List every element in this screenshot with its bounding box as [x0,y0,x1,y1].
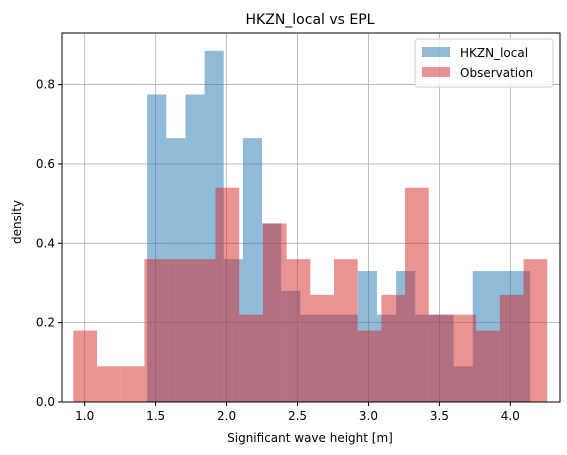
legend: HKZN_local Observation [414,38,554,88]
bar-observation-17 [476,330,500,402]
legend-label-observation: Observation [460,66,533,80]
bar-observation-0 [73,330,98,402]
bar-observation-14 [405,187,429,402]
y-tick-label-3: 0.6 [36,157,55,171]
bar-observation-3 [144,259,169,402]
y-axis: 0.0 0.2 0.4 0.6 0.8 [36,78,62,409]
bar-observation-19 [523,259,548,402]
y-tick-label-2: 0.4 [36,236,55,250]
bar-observation-8 [262,223,287,402]
bar-observation-4 [168,259,192,402]
x-tick-label-4: 3.0 [359,409,378,423]
bar-observation-13 [381,294,406,402]
y-tick-label-0: 0.0 [36,395,55,409]
y-axis-label: density [10,200,24,244]
bar-observation-6 [215,187,240,402]
legend-swatch-hkzn-local [422,47,450,57]
x-tick-label-5: 3.5 [430,409,449,423]
x-tick-label-2: 2.0 [217,409,236,423]
bar-observation-1 [97,366,121,402]
y-tick-label-1: 0.2 [36,316,55,330]
x-tick-label-3: 2.5 [288,409,307,423]
x-tick-label-0: 1.0 [75,409,94,423]
bar-observation-12 [357,330,382,402]
x-axis: 1.0 1.5 2.0 2.5 3.0 3.5 4.0 [75,402,520,423]
y-tick-label-4: 0.8 [36,78,55,92]
x-tick-label-6: 4.0 [501,409,520,423]
bar-observation-9 [286,259,311,402]
legend-swatch-observation [422,67,450,77]
bar-observation-11 [333,259,358,402]
legend-label-hkzn-local: HKZN_local [460,46,528,60]
x-tick-label-1: 1.5 [146,409,165,423]
plot-frame [61,32,561,403]
bar-observation-2 [120,366,145,402]
bar-observation-16 [452,314,477,402]
series-observation-bars [73,187,548,402]
bar-observation-5 [191,259,216,402]
bar-observation-10 [310,294,334,402]
bar-observation-15 [428,314,453,402]
bar-observation-18 [499,294,524,402]
bar-observation-7 [239,314,263,402]
x-axis-label: Significant wave height [m] [227,431,393,445]
chart-title: HKZN_local vs EPL [246,12,375,28]
